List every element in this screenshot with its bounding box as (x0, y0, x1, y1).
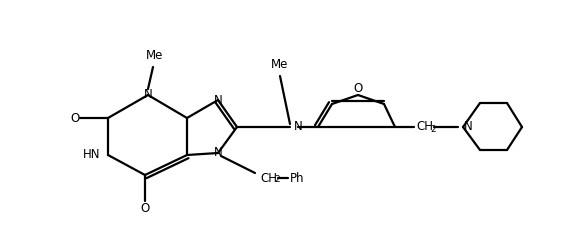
Text: Me: Me (146, 49, 164, 61)
Text: CH: CH (260, 172, 277, 184)
Text: N: N (143, 88, 153, 101)
Text: N: N (464, 120, 473, 133)
Text: N: N (214, 94, 222, 106)
Text: Me: Me (272, 58, 289, 70)
Text: 2: 2 (430, 124, 435, 133)
Text: O: O (353, 82, 363, 95)
Text: N: N (214, 146, 222, 160)
Text: O: O (70, 111, 79, 124)
Text: Ph: Ph (290, 172, 304, 184)
Text: O: O (141, 201, 150, 214)
Text: 2: 2 (274, 176, 280, 184)
Text: HN: HN (83, 149, 100, 161)
Text: CH: CH (416, 120, 433, 133)
Text: N: N (294, 120, 303, 133)
